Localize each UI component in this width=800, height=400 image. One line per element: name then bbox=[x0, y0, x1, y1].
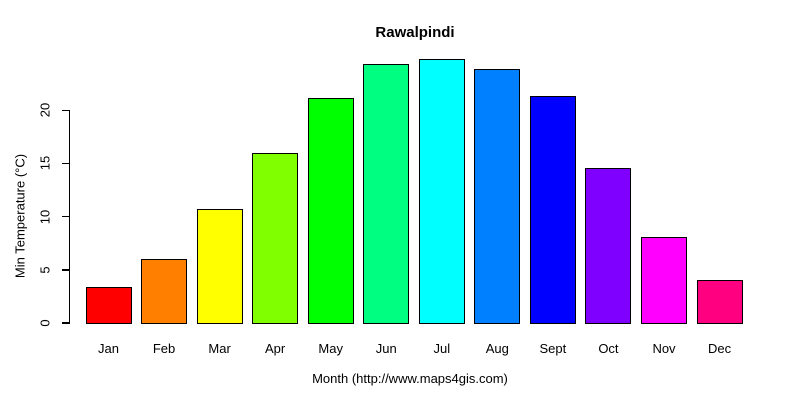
y-tick-label-text: 20 bbox=[37, 103, 53, 118]
bar-nov bbox=[641, 236, 687, 325]
y-tick-label-text: 15 bbox=[37, 156, 53, 171]
y-axis-line bbox=[68, 110, 70, 325]
y-tick-label-text: 10 bbox=[37, 209, 53, 224]
month-label-oct: Oct bbox=[598, 341, 619, 356]
bar-jan bbox=[85, 286, 132, 325]
month-label-aug: Aug bbox=[485, 341, 509, 356]
bar-mar bbox=[196, 209, 243, 325]
bar-jun bbox=[363, 63, 410, 325]
month-label-nov: Nov bbox=[652, 341, 676, 356]
month-label-dec: Dec bbox=[707, 341, 732, 356]
bar-sept bbox=[529, 96, 576, 325]
month-label-apr: Apr bbox=[265, 341, 286, 356]
month-label-feb: Feb bbox=[152, 341, 176, 356]
month-label-jan: Jan bbox=[98, 341, 119, 356]
y-tick-10 bbox=[61, 215, 69, 218]
month-label-jun: Jun bbox=[375, 341, 397, 356]
bar-dec bbox=[696, 280, 743, 325]
y-tick-label-text: 5 bbox=[37, 266, 53, 274]
bar-oct bbox=[585, 167, 632, 325]
month-label-sept: Sept bbox=[539, 341, 567, 356]
y-tick-5 bbox=[61, 269, 69, 271]
month-label-jul: Jul bbox=[433, 341, 451, 356]
y-tick-label-text: 0 bbox=[37, 319, 53, 327]
bar-may bbox=[307, 97, 354, 325]
bar-aug bbox=[474, 68, 521, 325]
bar-feb bbox=[141, 259, 188, 325]
x-axis-title: Month (http://www.maps4gis.com) bbox=[312, 371, 508, 386]
y-axis-title-text: Min Temperature (°C) bbox=[12, 153, 28, 279]
y-tick-15 bbox=[61, 162, 69, 165]
bar-jul bbox=[418, 59, 465, 325]
chart-title: Rawalpindi bbox=[375, 24, 455, 41]
month-label-may: May bbox=[318, 341, 343, 356]
y-tick-0 bbox=[61, 322, 69, 324]
month-label-mar: Mar bbox=[208, 341, 231, 356]
y-tick-20 bbox=[61, 109, 69, 112]
bar-apr bbox=[252, 152, 299, 325]
